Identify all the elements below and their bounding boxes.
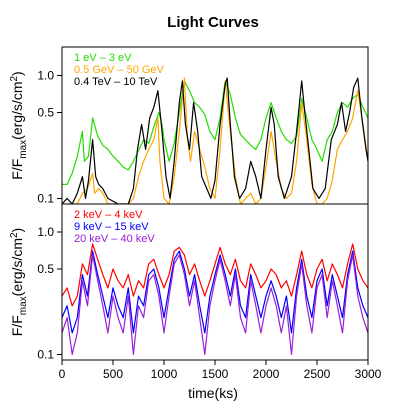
y-axis-title-part: 2 [9,232,20,238]
y-axis-title-part: F/F [9,315,25,336]
x-tick-label-3: 1500 [202,367,229,381]
panels-layer: 0.10.51.0F/Fmax(erg/s/cm2)1 eV – 3 eV0.5… [9,46,382,381]
series-line-bottom-2 [62,254,368,355]
legend-entry-top-1: 0.5 GeV – 50 GeV [74,64,165,76]
y-axis-title-part: max [18,296,29,315]
y-axis-title-part: ) [9,71,25,76]
x-tick-label-6: 3000 [355,367,382,381]
x-axis-title: time(ks) [188,385,238,401]
panel-top: 0.1 0.5 1.0 F/Fmax(erg/s/cm2) 1 eV – 3 eV0.5… [9,46,369,205]
legend-entry-top-0: 1 eV – 3 eV [74,52,132,64]
x-tick-label-0: 0 [59,367,66,381]
y-axis-title-part: ) [9,228,25,233]
y-tick-label-top-2: 1.0 [37,68,54,82]
y-axis-title-part: (erg/s/cm [9,81,25,139]
y-axis-title-part: F/F [9,159,25,180]
panel-bottom: 0.1 0.5 1.0 F/Fmax(erg/s/cm2) 2 keV – 4 keV9… [9,203,369,361]
legend-entry-top-2: 0.4 TeV – 10 TeV [74,76,158,88]
series-line-top-2 [62,77,368,204]
series-line-bottom-1 [62,250,368,334]
series-line-top-1 [62,77,368,204]
y-tick-label-bottom-0: 0.1 [37,347,54,361]
y-tick-label-top-1: 0.5 [37,105,54,119]
legend-entry-bottom-0: 2 keV – 4 keV [74,209,143,221]
y-tick-label-top-0: 0.1 [37,191,54,205]
series-line-top-0 [62,80,368,185]
y-tick-label-bottom-2: 1.0 [37,225,54,239]
series-line-bottom-0 [62,243,368,307]
y-axis-title-top: F/Fmax(erg/s/cm2) [9,71,29,179]
y-axis-title-part: (erg/s/cm [9,238,25,296]
x-tick-label-5: 2500 [304,367,331,381]
chart-title: Light Curves [167,14,259,31]
legend-entry-bottom-2: 20 keV – 40 keV [74,233,155,245]
x-tick-label-4: 2000 [253,367,280,381]
y-axis-title-bottom: F/Fmax(erg/s/cm2) [9,228,29,336]
y-axis-title-part: max [18,140,29,159]
y-tick-label-bottom-1: 0.5 [37,262,54,276]
x-tick-label-2: 1000 [151,367,178,381]
y-axis-title-part: 2 [9,75,20,81]
legend-entry-bottom-1: 9 keV – 15 keV [74,221,149,233]
x-tick-label-1: 500 [103,367,123,381]
